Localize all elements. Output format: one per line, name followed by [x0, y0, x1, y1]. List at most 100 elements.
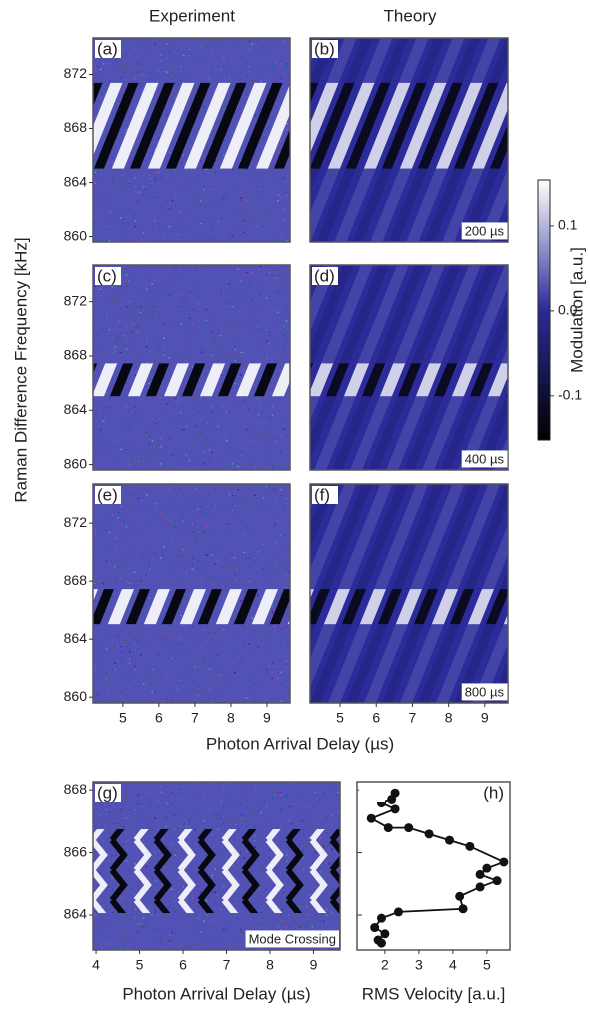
x-axis-label: Photon Arrival Delay (µs): [206, 734, 394, 753]
y-tick-label: 868: [64, 119, 88, 135]
y-tick-label: 868: [64, 347, 88, 363]
y-tick-label: 864: [64, 630, 88, 646]
annotation: 200 µs: [465, 223, 505, 238]
y-tick-label: 864: [64, 906, 88, 922]
panel-label: (e): [97, 485, 118, 504]
panel-label: (b): [314, 39, 335, 58]
column-title: Theory: [384, 6, 437, 25]
annotation-bg: [461, 450, 508, 468]
y-tick-label: 872: [64, 292, 88, 308]
point: [444, 835, 454, 845]
panel-frame: [92, 37, 291, 243]
y-tick-label: 872: [64, 514, 88, 530]
x-axis-label: Photon Arrival Delay (µs): [122, 984, 310, 1003]
annotation: 400 µs: [465, 451, 505, 466]
y-tick-label: 868: [64, 572, 88, 588]
panel-label-bg: [95, 784, 121, 802]
colorbar: [537, 179, 551, 441]
x-tick-label: 6: [155, 710, 163, 726]
panel-label: (g): [97, 783, 118, 802]
x-tick-label: 9: [310, 957, 318, 973]
panel-frame: [92, 483, 291, 704]
x-tick-label: 5: [136, 957, 144, 973]
panel-frame: [309, 37, 509, 243]
annotation-bg: [461, 683, 508, 701]
heatmap-pattern: [93, 589, 290, 625]
point: [366, 813, 376, 823]
panel-frame: [309, 483, 509, 704]
x-tick-label: 9: [263, 710, 271, 726]
x-tick-label: 5: [336, 710, 344, 726]
panel-label-bg: [312, 40, 338, 58]
point: [376, 938, 386, 948]
panel-label-bg: [95, 267, 121, 285]
panel-frame: [92, 781, 341, 951]
y-tick-label: 860: [64, 688, 88, 704]
point: [458, 904, 468, 914]
point: [455, 891, 465, 901]
x-tick-label: 5: [119, 710, 127, 726]
x-tick-label: 9: [481, 710, 489, 726]
panel-label: (h): [483, 783, 504, 802]
x-tick-label: 5: [483, 957, 491, 973]
point: [383, 823, 393, 833]
y-tick-label: 868: [64, 781, 88, 797]
x-tick-label: 7: [223, 957, 231, 973]
heatmap-pattern: [310, 265, 508, 470]
y-tick-label: 860: [64, 455, 88, 471]
point: [376, 913, 386, 923]
panel-label-bg: [359, 784, 385, 802]
panel-label: (d): [314, 266, 335, 285]
y-tick-label: 860: [64, 227, 88, 243]
x-tick-label: 2: [381, 957, 389, 973]
x-tick-label: 8: [227, 710, 235, 726]
heatmap-pattern: [310, 484, 508, 703]
heatmap-pattern: [93, 829, 340, 914]
point: [499, 857, 509, 867]
annotation: 800 µs: [465, 684, 505, 699]
heatmap-pattern: [93, 363, 290, 397]
colorbar-tick-label: 0.1: [558, 217, 578, 233]
x-tick-label: 4: [449, 957, 457, 973]
panel-label-bg: [95, 486, 121, 504]
x-tick-label: 8: [445, 710, 453, 726]
x-axis-label: RMS Velocity [a.u.]: [362, 984, 506, 1003]
point: [492, 876, 502, 886]
y-tick-label: 872: [64, 65, 88, 81]
x-tick-label: 7: [191, 710, 199, 726]
x-tick-label: 6: [179, 957, 187, 973]
column-title: Experiment: [149, 6, 235, 25]
point: [475, 882, 485, 892]
colorbar-tick-label: 0.0: [558, 302, 578, 318]
point: [390, 804, 400, 814]
heatmap-pattern: [93, 82, 290, 169]
point: [380, 929, 390, 939]
panel-label-bg: [95, 40, 121, 58]
panel-label-bg: [312, 267, 338, 285]
annotation: Mode Crossing: [249, 931, 336, 946]
point: [465, 841, 475, 851]
x-tick-label: 4: [92, 957, 100, 973]
panel-frame: [309, 264, 509, 471]
y-axis-label: Raman Difference Frequency [kHz]: [11, 237, 30, 502]
x-tick-label: 6: [372, 710, 380, 726]
panel-label: (a): [97, 39, 118, 58]
point: [475, 869, 485, 879]
point: [393, 907, 403, 917]
x-tick-label: 7: [409, 710, 417, 726]
point: [482, 863, 492, 873]
colorbar-tick-label: -0.1: [558, 387, 582, 403]
panel-label: (f): [314, 485, 330, 504]
point: [404, 823, 414, 833]
panel-label: (c): [97, 266, 117, 285]
point: [424, 829, 434, 839]
annotation-bg: [245, 930, 339, 948]
x-tick-label: 3: [415, 957, 423, 973]
heatmap-pattern: [310, 38, 508, 242]
panel-frame: [356, 781, 511, 951]
x-tick-label: 8: [266, 957, 274, 973]
colorbar-label: Modulation [a.u.]: [567, 247, 586, 373]
annotation-bg: [461, 222, 508, 240]
panel-label-bg: [312, 486, 338, 504]
